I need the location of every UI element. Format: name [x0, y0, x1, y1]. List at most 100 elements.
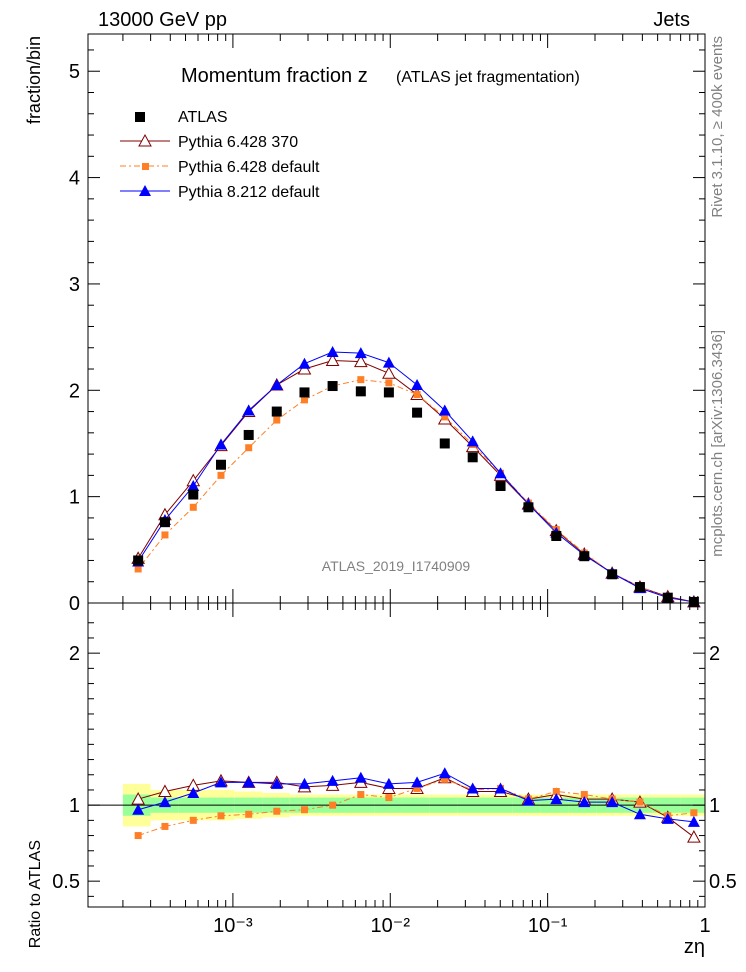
point-atlas [634, 582, 645, 593]
ratio-point-pythia-8-212-default [687, 815, 700, 827]
legend-marker-pythia6-default [142, 163, 149, 170]
ratio-point-pythia-8-212-default [411, 776, 424, 788]
ratio-point-pythia-6-428-default [134, 832, 142, 840]
point-pythia-8-212-default [242, 404, 255, 416]
point-pythia-8-212-default [466, 435, 479, 447]
mcplots-label: mcplots.cern.ch [arXiv:1306.3436] [709, 330, 726, 557]
point-pythia-6-428-default [413, 391, 421, 399]
analysis-watermark: ATLAS_2019_I1740909 [322, 558, 471, 574]
ratio-point-pythia-8-212-default [661, 812, 674, 824]
x-axis-label: zη [684, 936, 705, 958]
ratio-y-tick-label: 0.5 [52, 871, 80, 893]
point-pythia-6-428-default [300, 396, 308, 404]
ratio-series-pythia-8-212-default [132, 767, 700, 827]
ratio-point-pythia-6-428-default [329, 801, 337, 809]
legend-marker-pythia6-370 [138, 133, 152, 147]
ratio-point-pythia-6-428-default [385, 794, 393, 802]
point-pythia-8-212-default [411, 378, 424, 390]
legend: ATLAS Pythia 6.428 370 Pythia 6.428 defa… [120, 109, 320, 201]
process-label: Jets [653, 9, 690, 31]
legend-marker-pythia8-default [139, 185, 151, 196]
point-atlas [495, 481, 506, 492]
ratio-y-tick-label: 1 [69, 795, 80, 817]
ratio-point-pythia-6-428-default [552, 787, 560, 795]
main-y-tick-label: 1 [69, 487, 80, 509]
ratio-point-pythia-8-212-default [326, 774, 339, 786]
point-atlas [607, 569, 618, 580]
point-atlas [327, 381, 338, 392]
point-pythia-6-428-default [385, 379, 393, 387]
point-pythia-8-212-default [326, 346, 339, 358]
legend-label-pythia8-default: Pythia 8.212 default [178, 184, 320, 201]
ratio-y-tick-label-right: 1 [709, 795, 720, 817]
ratio-point-pythia-8-212-default [354, 771, 367, 783]
ratio-point-pythia-8-212-default [466, 782, 479, 794]
point-atlas [412, 407, 423, 418]
ratio-y-tick-label-right: 0.5 [709, 871, 737, 893]
legend-entry-atlas: ATLAS [135, 109, 228, 126]
main-subtitle: (ATLAS jet fragmentation) [396, 69, 580, 86]
ratio-point-pythia-8-212-default [214, 776, 227, 788]
energy-label: 13000 GeV pp [98, 9, 227, 31]
point-pythia-8-212-default [214, 438, 227, 450]
point-atlas [299, 387, 310, 398]
point-pythia-8-212-default [187, 480, 200, 492]
series-pythia-8-212-default [132, 346, 700, 607]
main-title: Momentum fraction z [181, 65, 368, 87]
ratio-point-pythia-6-428-default [413, 784, 421, 792]
point-atlas [383, 387, 394, 398]
ratio-point-pythia-8-212-default [132, 803, 145, 815]
main-y-tick-label: 2 [69, 380, 80, 402]
point-atlas [467, 452, 478, 463]
ratio-point-pythia-6-428-default [636, 798, 644, 806]
ratio-point-pythia-6-428-default [217, 812, 225, 820]
point-atlas [188, 489, 199, 500]
ratio-y-tick-label-right: 2 [709, 643, 720, 665]
point-pythia-6-428-default [245, 444, 253, 452]
point-atlas [439, 438, 450, 449]
x-tick-label: 10⁻³ [213, 915, 253, 937]
ratio-point-pythia-6-428-default [300, 806, 308, 814]
point-atlas [133, 555, 144, 566]
main-y-tick-label: 4 [69, 168, 80, 190]
legend-label-pythia6-default: Pythia 6.428 default [178, 159, 320, 176]
legend-label-atlas: ATLAS [178, 109, 228, 126]
ratio-point-pythia-8-212-default [522, 794, 535, 806]
main-y-tick-label: 5 [69, 61, 80, 83]
point-atlas [551, 530, 562, 541]
point-atlas [243, 429, 254, 440]
ratio-point-pythia-8-212-default [633, 808, 646, 820]
point-atlas [159, 517, 170, 528]
series-atlas [133, 381, 699, 607]
ratio-point-pythia-6-428-default [273, 807, 281, 815]
ratio-point-pythia-6-428-default [245, 810, 253, 818]
ratio-point-pythia-6-428-default [357, 791, 365, 799]
legend-entry-pythia6-default: Pythia 6.428 default [120, 159, 320, 176]
ratio-point-pythia-6-428-default [580, 791, 588, 799]
point-pythia-8-212-default [494, 467, 507, 479]
ratio-point-pythia-8-212-default [270, 777, 283, 789]
x-tick-label: 10⁻¹ [528, 915, 568, 937]
x-tick-label: 1 [699, 915, 710, 937]
ratio-plot-series [131, 767, 701, 843]
ratio-point-pythia-8-212-default [550, 793, 563, 805]
ratio-point-pythia-8-212-default [494, 782, 507, 794]
plot-axes: 0 1 2 3 4 5 0.5 0.5 1 1 2 2 10⁻³ 10⁻² 10⁻¹ 1 [52, 33, 737, 937]
ratio-point-pythia-8-212-default [298, 777, 311, 789]
legend-label-pythia6-370: Pythia 6.428 370 [178, 134, 298, 151]
point-atlas [215, 459, 226, 470]
x-tick-label: 10⁻² [371, 915, 411, 937]
ratio-point-pythia-8-212-default [382, 777, 395, 789]
main-y-tick-label: 0 [69, 593, 80, 615]
ratio-point-pythia-8-212-default [158, 796, 171, 808]
legend-entry-pythia6-370: Pythia 6.428 370 [120, 133, 298, 151]
point-pythia-6-428-default [217, 471, 225, 479]
ratio-point-pythia-6-428-default [690, 809, 698, 817]
point-pythia-6-428-370 [353, 354, 368, 368]
ratio-point-pythia-6-428-default [441, 775, 449, 783]
point-atlas [523, 502, 534, 513]
ratio-point-pythia-8-212-default [187, 787, 200, 798]
point-pythia-6-428-default [134, 565, 142, 573]
point-atlas [688, 596, 699, 607]
